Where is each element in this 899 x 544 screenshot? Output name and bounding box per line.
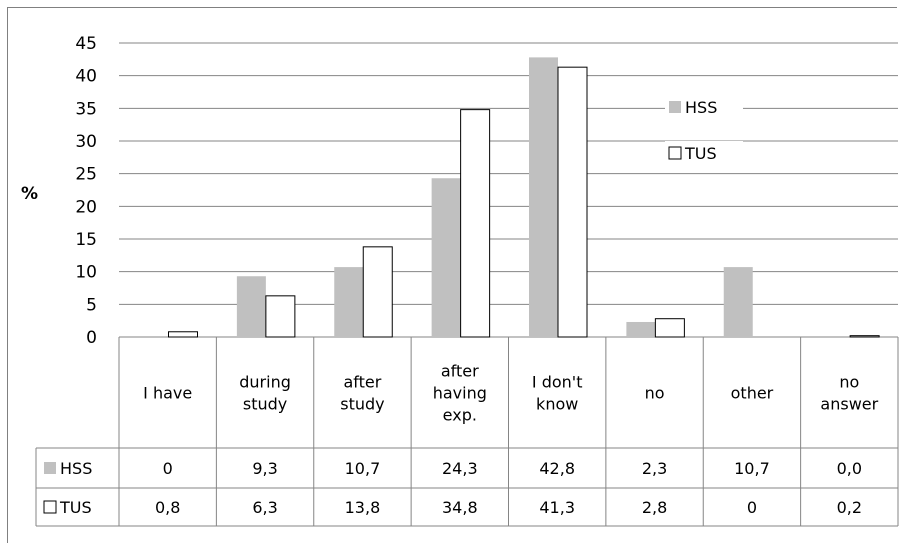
y-tick-label: 0: [86, 328, 97, 348]
bar-tus: [265, 295, 296, 338]
y-tick-label: 40: [75, 67, 97, 87]
data-label: 0,0: [837, 459, 862, 478]
bar-hss: [431, 178, 461, 337]
bar-tus: [654, 318, 685, 338]
data-label: 9,3: [252, 459, 277, 478]
data-label: 2,8: [642, 498, 667, 517]
bar-hss: [334, 267, 364, 337]
y-tick-label: 30: [75, 132, 97, 152]
x-tick-label: after study: [340, 373, 384, 414]
table-series-name: TUS: [59, 498, 92, 517]
data-label: 10,7: [345, 459, 381, 478]
table-legend-swatch-hss: [44, 462, 56, 474]
x-tick-label-line: study: [243, 395, 287, 414]
data-table: I have during study after study after having ex…: [35, 337, 899, 527]
x-tick-label: after having exp.: [433, 362, 487, 425]
data-label: 0: [747, 498, 757, 517]
y-tick-label: 35: [75, 99, 97, 119]
bar-tus: [557, 66, 588, 338]
x-tick-label: no answer: [820, 373, 878, 414]
data-label: 2,3: [642, 459, 667, 478]
x-tick-label-line: know: [536, 395, 578, 414]
bar-hss: [236, 276, 266, 337]
data-label: 0: [163, 459, 173, 478]
y-tick-label: 25: [75, 165, 97, 185]
x-tick-label-line: during: [239, 373, 291, 392]
data-label: 13,8: [345, 498, 381, 517]
data-label: 6,3: [252, 498, 277, 517]
data-label: 42,8: [539, 459, 575, 478]
data-label: 0,2: [837, 498, 862, 517]
x-tick-label-line: having: [433, 384, 487, 403]
data-label: 34,8: [442, 498, 478, 517]
y-tick-label: 20: [75, 197, 97, 217]
x-tick-label: other: [731, 384, 774, 403]
bar-tus: [362, 246, 393, 338]
y-tick-label: 5: [86, 295, 97, 315]
x-tick-label-line: I have: [143, 384, 192, 403]
y-axis-label: %: [21, 184, 38, 204]
data-label: 10,7: [734, 459, 770, 478]
bar-hss: [723, 267, 753, 337]
bar-tus: [168, 331, 198, 338]
legend-label: TUS: [684, 144, 717, 163]
x-tick-label-line: after: [344, 373, 382, 392]
data-label: 24,3: [442, 459, 478, 478]
gridlines: [119, 42, 898, 338]
legend-label: HSS: [685, 98, 717, 117]
bar-hss: [626, 321, 656, 337]
x-tick-label: during study: [239, 373, 291, 414]
x-tick-label: no: [645, 384, 665, 403]
x-tick-label-line: no: [839, 373, 859, 392]
bar-tus: [849, 335, 880, 338]
x-tick-label-line: after: [441, 362, 479, 381]
x-tick-label: I don't know: [532, 373, 583, 414]
x-tick-label-line: answer: [820, 395, 878, 414]
x-tick-label-line: I don't: [532, 373, 583, 392]
table-legend-swatch-tus: [43, 500, 57, 514]
x-tick-label-line: other: [731, 384, 774, 403]
y-tick-label: 15: [75, 230, 97, 250]
y-axis: 0 5 10 15 20 25 30 35 40 45: [75, 34, 97, 348]
x-tick-label: I have: [143, 384, 192, 403]
y-tick-label: 45: [75, 34, 97, 54]
data-label: 0,8: [155, 498, 180, 517]
legend: HSS TUS: [665, 95, 743, 165]
x-tick-label-line: no: [645, 384, 665, 403]
x-tick-label-line: exp.: [443, 406, 477, 425]
bar-tus: [460, 109, 491, 338]
legend-swatch-tus: [668, 146, 682, 160]
bar-hss: [529, 57, 558, 338]
bars: [168, 57, 880, 338]
y-tick-label: 10: [75, 263, 97, 283]
x-tick-label-line: study: [340, 395, 384, 414]
table-series-name: HSS: [60, 459, 92, 478]
data-label: 41,3: [539, 498, 575, 517]
legend-swatch-hss: [669, 101, 681, 113]
